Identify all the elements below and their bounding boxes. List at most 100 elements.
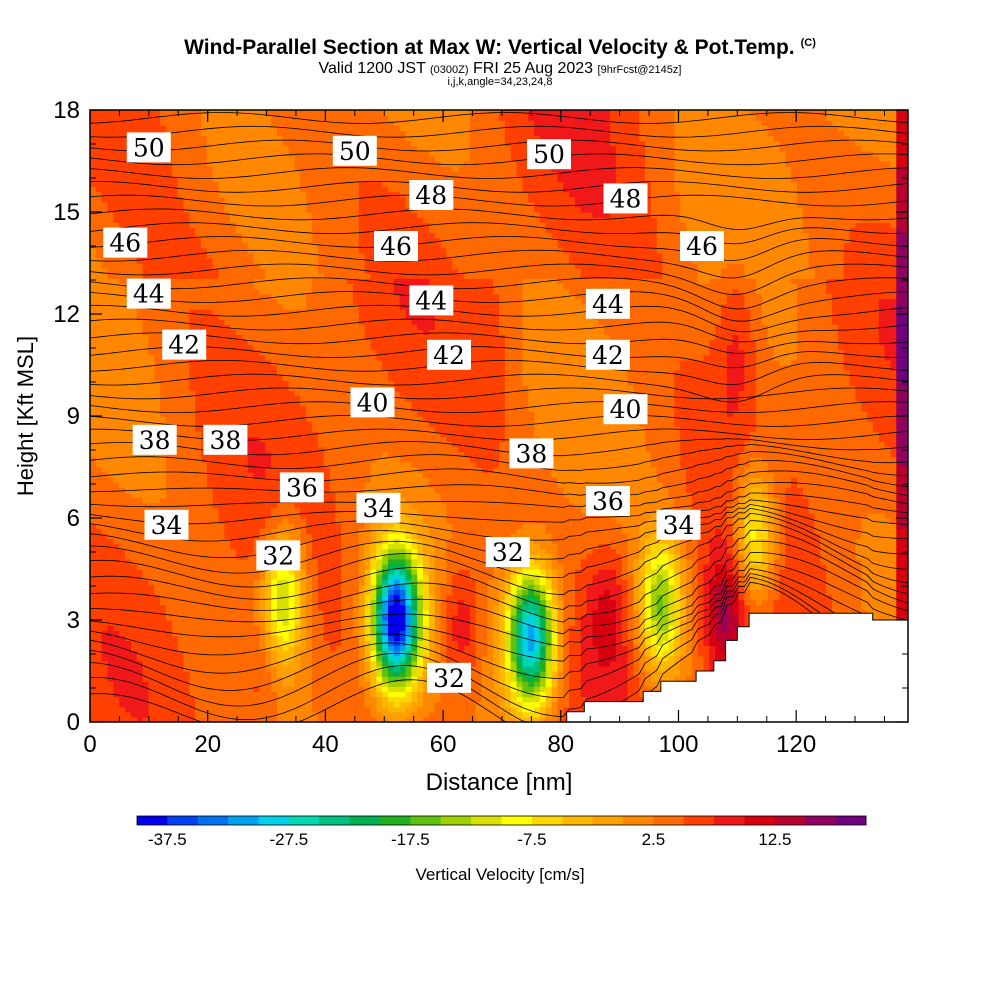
velocity-cell (154, 701, 161, 708)
velocity-cell (160, 201, 167, 208)
velocity-cell (300, 166, 307, 172)
velocity-cell (224, 314, 231, 320)
velocity-cell (171, 110, 179, 116)
velocity-cell (271, 308, 278, 315)
velocity-cell (177, 155, 185, 162)
velocity-cell (329, 461, 336, 468)
velocity-cell (90, 635, 97, 641)
velocity-cell (329, 696, 336, 703)
velocity-cell (154, 400, 161, 407)
velocity-cell (323, 375, 331, 381)
velocity-cell (125, 263, 132, 269)
velocity-cell (148, 110, 155, 116)
velocity-cell (294, 349, 301, 356)
velocity-cell (253, 186, 261, 193)
velocity-cell (148, 625, 155, 631)
velocity-cell (195, 558, 202, 565)
velocity-cell (236, 711, 243, 718)
velocity-cell (230, 288, 237, 295)
velocity-cell (218, 186, 225, 193)
velocity-cell (189, 308, 196, 315)
velocity-cell (101, 635, 109, 641)
velocity-cell (148, 548, 155, 555)
velocity-cell (90, 467, 97, 473)
velocity-cell (101, 135, 109, 142)
velocity-cell (95, 263, 103, 269)
velocity-cell (165, 676, 173, 682)
velocity-cell (218, 645, 225, 652)
velocity-cell (323, 579, 331, 585)
velocity-cell (189, 620, 196, 626)
velocity-cell (236, 375, 243, 381)
velocity-cell (294, 237, 301, 244)
velocity-cell (130, 390, 138, 397)
velocity-cell (259, 456, 266, 463)
velocity-cell (171, 385, 179, 392)
velocity-cell (113, 421, 120, 427)
velocity-cell (148, 166, 155, 172)
velocity-cell (271, 671, 278, 677)
velocity-cell (323, 660, 331, 667)
velocity-cell (183, 252, 190, 259)
velocity-cell (300, 395, 307, 402)
velocity-cell (154, 125, 161, 131)
velocity-cell (276, 191, 284, 198)
velocity-cell (165, 681, 173, 687)
velocity-cell (276, 589, 284, 596)
velocity-cell (236, 472, 243, 478)
velocity-cell (119, 191, 126, 198)
velocity-cell (101, 579, 109, 585)
velocity-cell (271, 512, 278, 519)
velocity-cell (113, 518, 120, 524)
velocity-cell (136, 548, 144, 555)
velocity-cell (148, 650, 155, 657)
velocity-cell (317, 502, 325, 509)
velocity-cell (241, 150, 249, 157)
velocity-cell (90, 502, 97, 509)
velocity-cell (253, 681, 261, 687)
velocity-cell (247, 543, 255, 550)
velocity-cell (253, 405, 261, 412)
velocity-cell (154, 543, 161, 550)
velocity-cell (113, 497, 120, 504)
velocity-cell (288, 155, 296, 162)
velocity-cell (189, 359, 196, 366)
velocity-cell (323, 609, 331, 616)
velocity-cell (265, 665, 272, 672)
velocity-cell (171, 365, 179, 371)
velocity-cell (90, 579, 97, 585)
velocity-cell (130, 589, 138, 596)
velocity-cell (224, 288, 231, 295)
velocity-cell (253, 579, 261, 585)
velocity-cell (317, 247, 325, 254)
velocity-cell (288, 293, 296, 300)
velocity-cell (317, 329, 325, 335)
velocity-cell (119, 538, 126, 545)
velocity-cell (189, 630, 196, 636)
velocity-cell (113, 543, 120, 550)
velocity-cell (241, 344, 249, 351)
velocity-cell (201, 660, 208, 667)
velocity-cell (107, 665, 114, 672)
velocity-cell (230, 477, 237, 483)
velocity-cell (206, 288, 214, 295)
velocity-cell (195, 691, 202, 698)
velocity-cell (323, 206, 331, 213)
velocity-cell (90, 242, 97, 249)
velocity-cell (90, 472, 97, 478)
velocity-cell (306, 461, 313, 468)
velocity-cell (317, 711, 325, 718)
velocity-cell (236, 497, 243, 504)
velocity-cell (119, 681, 126, 687)
velocity-cell (259, 145, 266, 152)
velocity-cell (212, 614, 220, 621)
velocity-cell (247, 563, 255, 570)
velocity-cell (195, 512, 202, 519)
velocity-cell (189, 696, 196, 703)
velocity-cell (230, 584, 237, 590)
velocity-cell (212, 278, 220, 284)
velocity-cell (282, 191, 290, 198)
velocity-cell (101, 400, 109, 407)
velocity-cell (183, 385, 190, 392)
velocity-cell (312, 359, 319, 366)
